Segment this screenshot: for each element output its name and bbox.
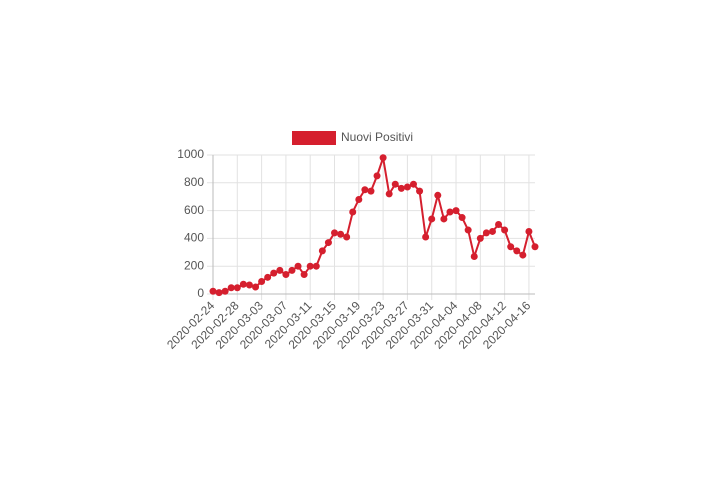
- y-tick-label: 0: [197, 286, 204, 300]
- data-point: [288, 266, 296, 274]
- data-point: [215, 289, 223, 297]
- data-point: [470, 252, 478, 260]
- data-point: [239, 280, 247, 288]
- data-point: [270, 269, 278, 277]
- data-point: [276, 266, 284, 274]
- data-point: [373, 172, 381, 180]
- data-point: [252, 283, 260, 291]
- data-point: [312, 262, 320, 270]
- data-point: [476, 234, 484, 242]
- y-tick-label: 800: [184, 175, 204, 189]
- data-point: [513, 247, 521, 255]
- data-point: [452, 207, 460, 215]
- y-tick-label: 600: [184, 203, 204, 217]
- data-point: [306, 262, 314, 270]
- data-point: [403, 183, 411, 191]
- data-point: [501, 226, 509, 234]
- data-point: [379, 154, 387, 162]
- data-point: [337, 230, 345, 238]
- data-point: [391, 180, 399, 188]
- data-point: [428, 215, 436, 223]
- data-point: [361, 186, 369, 194]
- data-point: [519, 251, 527, 259]
- data-point: [209, 287, 217, 295]
- data-point: [367, 187, 375, 195]
- data-point: [221, 287, 229, 295]
- y-tick-label: 1000: [177, 147, 204, 161]
- data-point: [233, 284, 241, 292]
- data-point: [482, 229, 490, 237]
- data-point: [355, 195, 363, 203]
- data-point: [397, 184, 405, 192]
- data-point: [385, 190, 393, 198]
- data-point: [409, 180, 417, 188]
- data-point: [495, 221, 503, 228]
- data-point: [349, 208, 357, 216]
- data-point: [282, 271, 290, 279]
- data-point: [318, 247, 326, 255]
- legend-swatch: [292, 131, 336, 145]
- data-point: [464, 226, 472, 234]
- data-point: [245, 281, 253, 289]
- data-point: [458, 214, 466, 222]
- data-point: [343, 233, 351, 241]
- data-point: [488, 227, 496, 235]
- data-point: [258, 277, 266, 285]
- data-point: [422, 233, 430, 241]
- data-point: [264, 273, 272, 281]
- y-tick-label: 200: [184, 258, 204, 272]
- data-point: [324, 239, 332, 247]
- data-point: [300, 271, 308, 279]
- data-point: [331, 229, 339, 237]
- data-point: [446, 208, 454, 216]
- data-point: [525, 227, 533, 235]
- legend-label: Nuovi Positivi: [341, 130, 413, 144]
- data-point: [227, 284, 235, 292]
- data-point: [434, 191, 442, 199]
- y-tick-label: 400: [184, 231, 204, 245]
- data-point: [507, 243, 515, 251]
- data-point: [440, 215, 448, 223]
- data-point: [531, 243, 539, 251]
- data-point: [416, 187, 424, 195]
- data-point: [294, 262, 302, 270]
